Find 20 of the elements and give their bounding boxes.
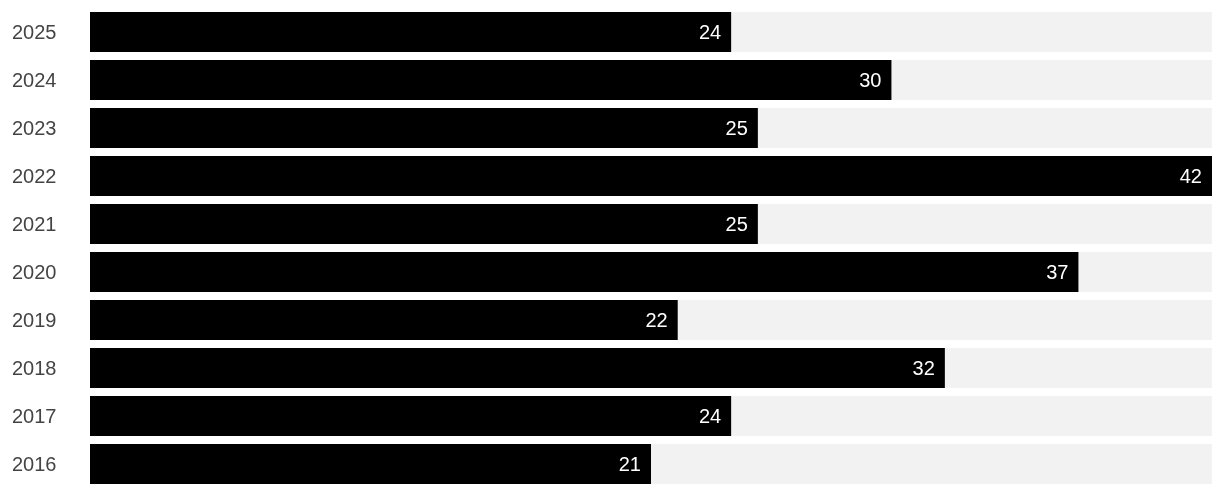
- data-label: 25: [725, 213, 748, 236]
- y-tick-label: 2020: [12, 261, 57, 283]
- y-tick-label: 2021: [12, 213, 57, 235]
- data-label: 24: [698, 405, 722, 428]
- data-label: 37: [1046, 261, 1069, 284]
- y-tick-label: 2016: [12, 453, 57, 475]
- data-label: 24: [698, 21, 722, 44]
- y-tick-label: 2022: [12, 165, 57, 187]
- data-label: 42: [1179, 165, 1202, 188]
- y-tick-label: 2018: [12, 357, 57, 379]
- y-tick-label: 2017: [12, 405, 57, 427]
- data-label: 21: [618, 453, 641, 476]
- y-tick-label: 2019: [12, 309, 57, 331]
- data-label: 22: [645, 309, 668, 332]
- data-label: 25: [725, 117, 748, 140]
- data-label: 30: [859, 69, 882, 92]
- y-tick-label: 2025: [12, 21, 57, 43]
- y-tick-label: 2023: [12, 117, 57, 139]
- y-tick-label: 2024: [12, 69, 57, 91]
- data-label: 32: [912, 357, 935, 380]
